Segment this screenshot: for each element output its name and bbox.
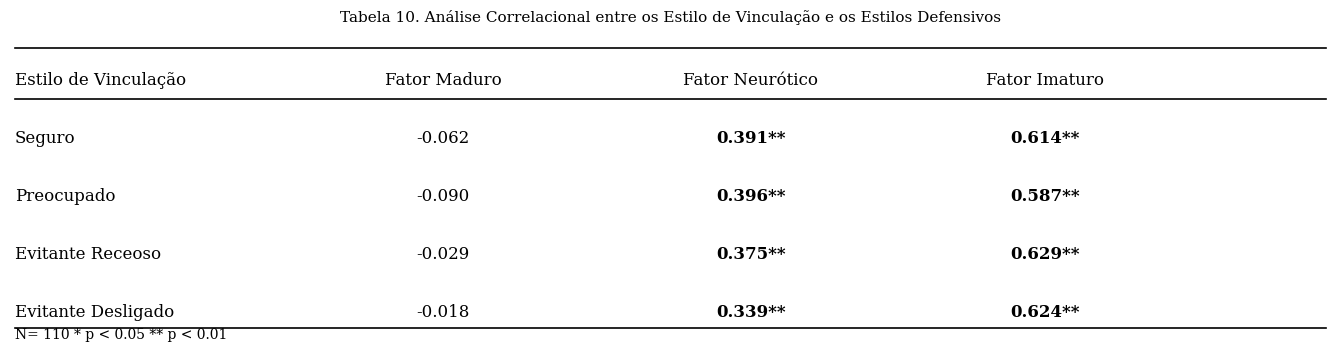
Text: -0.018: -0.018 [416,304,469,321]
Text: 0.629**: 0.629** [1011,246,1080,263]
Text: 0.375**: 0.375** [716,246,786,263]
Text: Fator Neurótico: Fator Neurótico [684,71,818,89]
Text: Fator Maduro: Fator Maduro [385,71,502,89]
Text: -0.029: -0.029 [416,246,469,263]
Text: Tabela 10. Análise Correlacional entre os Estilo de Vinculação e os Estilos Defe: Tabela 10. Análise Correlacional entre o… [341,10,1000,25]
Text: 0.614**: 0.614** [1011,130,1080,147]
Text: N= 110 * p < 0.05 ** p < 0.01: N= 110 * p < 0.05 ** p < 0.01 [15,328,227,342]
Text: 0.587**: 0.587** [1010,188,1080,205]
Text: 0.339**: 0.339** [716,304,786,321]
Text: 0.624**: 0.624** [1011,304,1080,321]
Text: 0.396**: 0.396** [716,188,786,205]
Text: Evitante Desligado: Evitante Desligado [15,304,174,321]
Text: Fator Imaturo: Fator Imaturo [986,71,1104,89]
Text: Evitante Receoso: Evitante Receoso [15,246,161,263]
Text: Preocupado: Preocupado [15,188,115,205]
Text: Estilo de Vinculação: Estilo de Vinculação [15,71,186,89]
Text: -0.090: -0.090 [416,188,469,205]
Text: -0.062: -0.062 [416,130,469,147]
Text: Seguro: Seguro [15,130,75,147]
Text: 0.391**: 0.391** [716,130,786,147]
